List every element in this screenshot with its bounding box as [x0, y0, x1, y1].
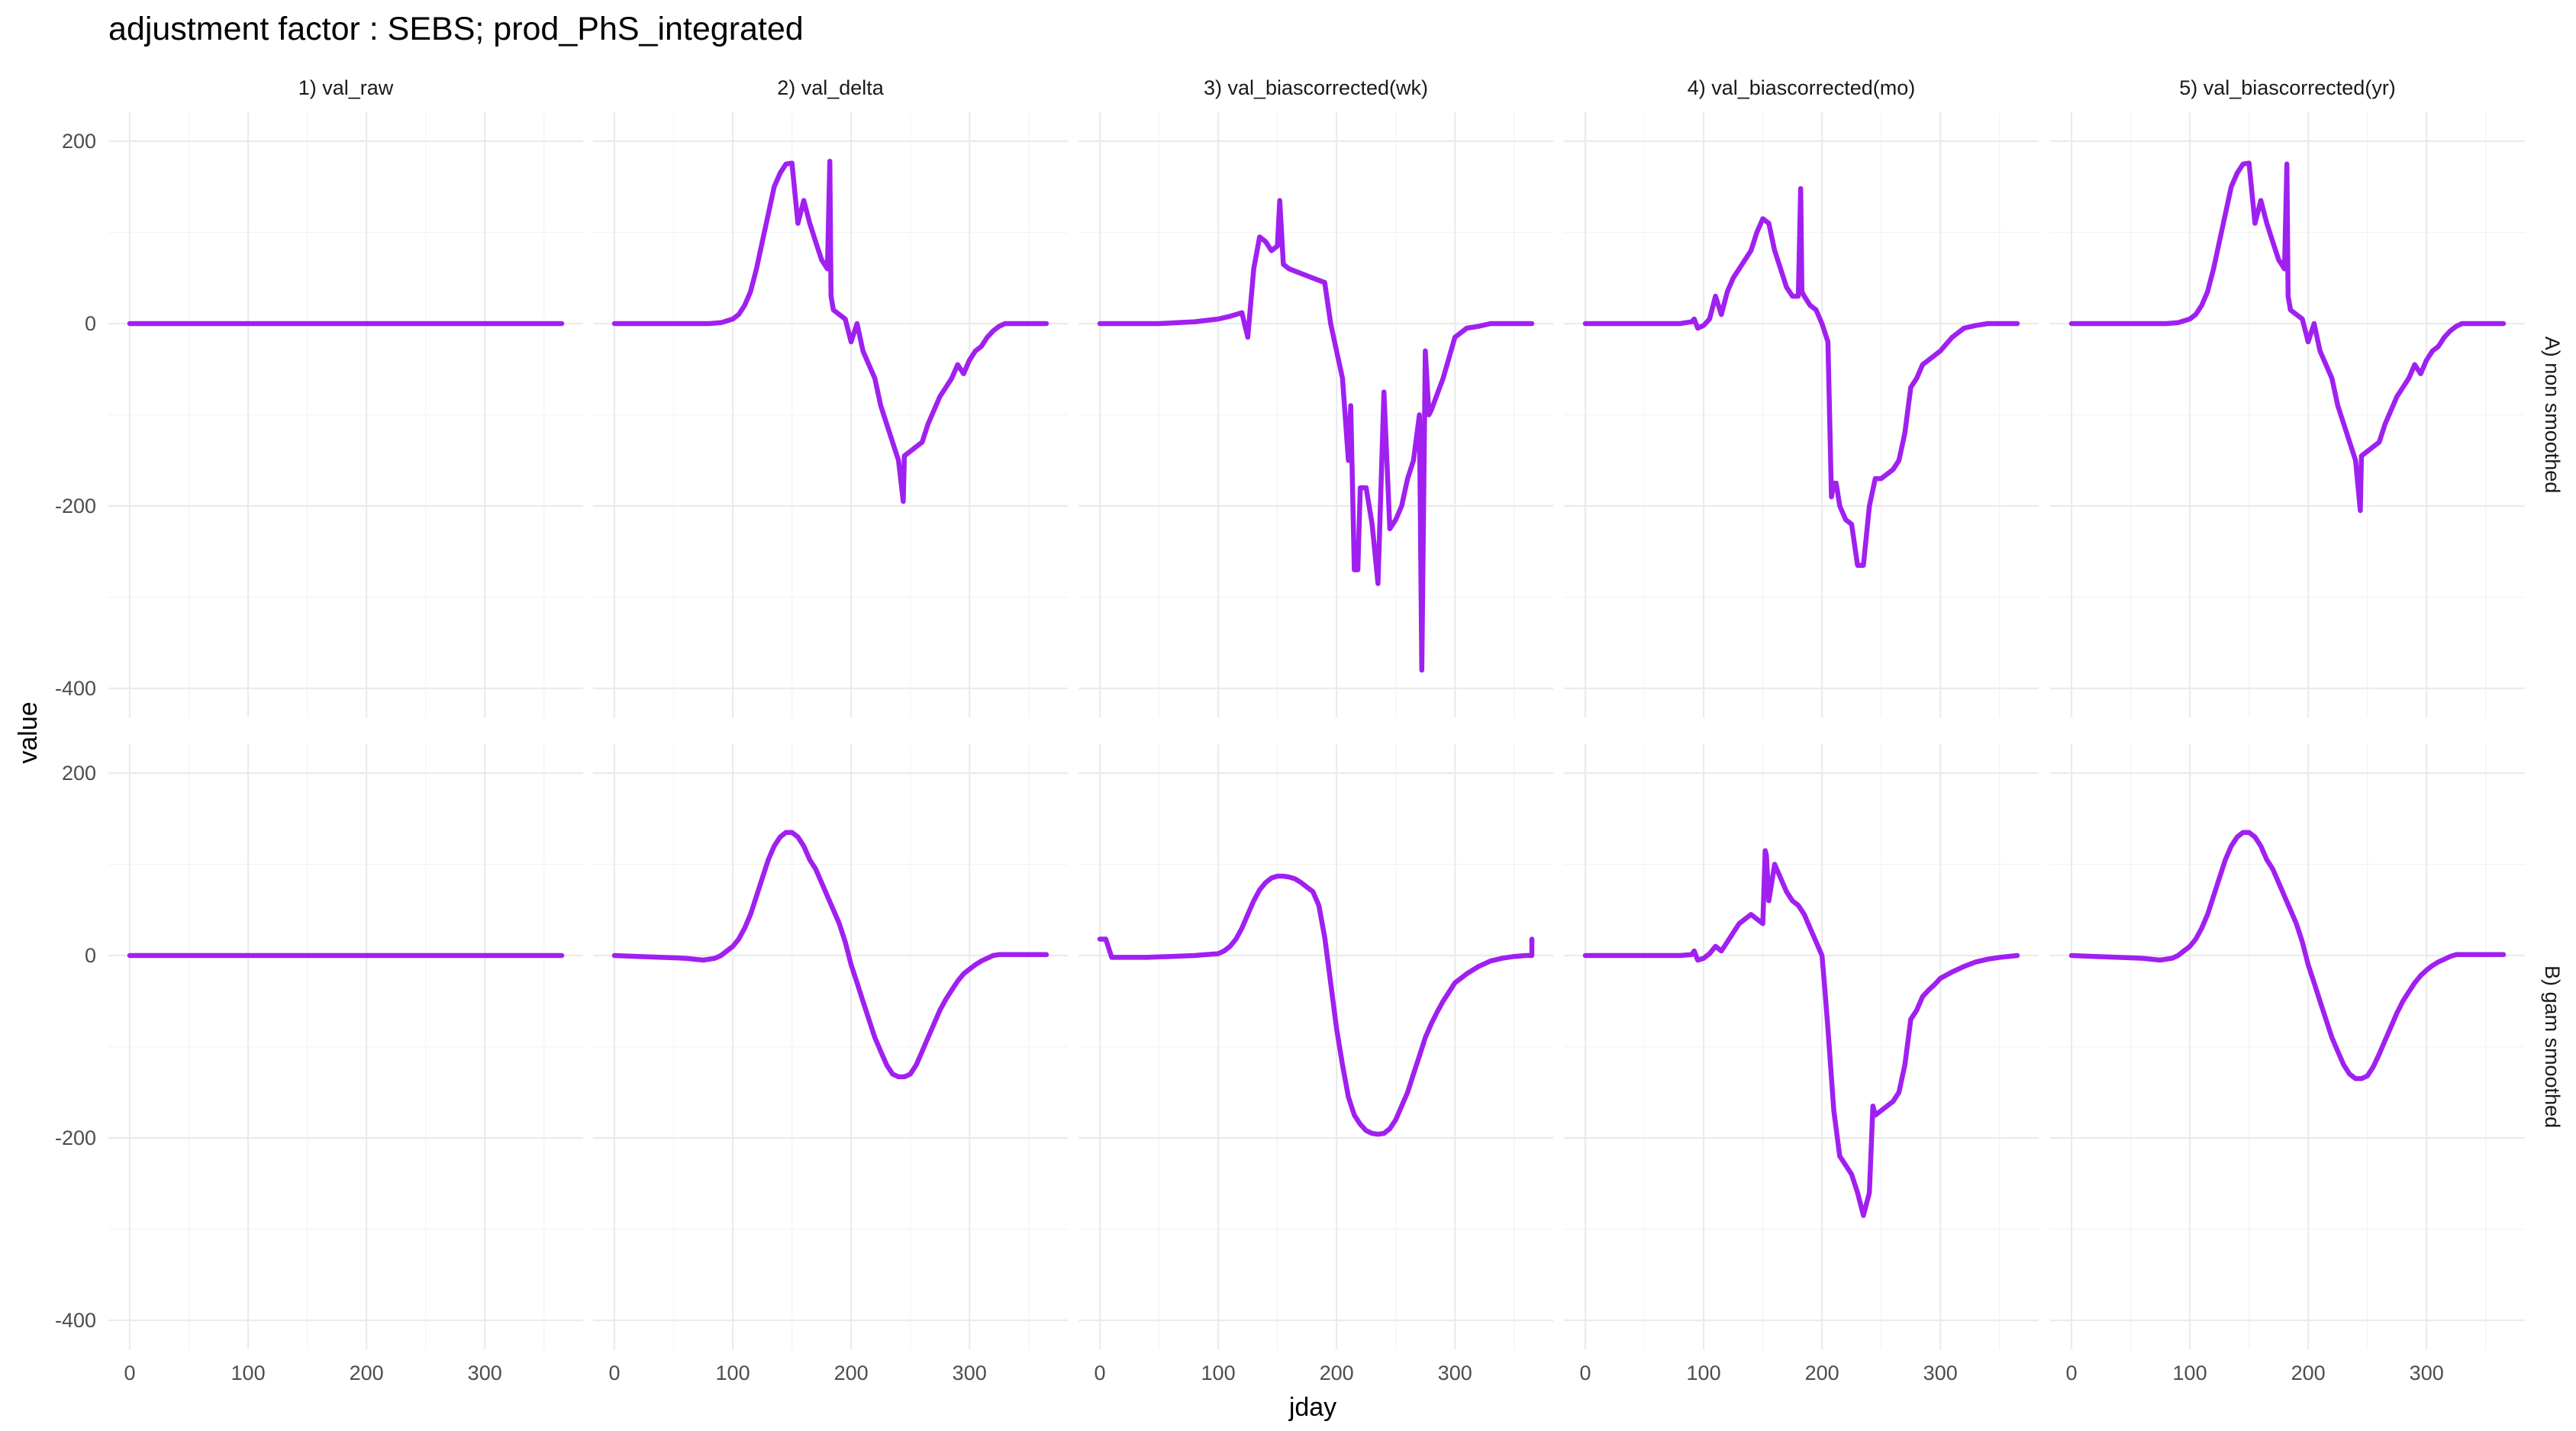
- y-tick-labels: -400 -200 0 200 -400 -200 0 200: [55, 130, 96, 1332]
- panel-grid: [108, 112, 583, 717]
- y-axis-title: value: [14, 701, 43, 763]
- series-line: [1582, 185, 2020, 568]
- panel-grid: [1078, 744, 1553, 1349]
- x-axis-title: jday: [1288, 1393, 1336, 1422]
- x-tick-label: 0: [124, 1362, 135, 1384]
- y-tick-label: -200: [55, 1126, 96, 1149]
- facet-column-label: 1) val_raw: [298, 76, 394, 99]
- y-tick-label: -200: [55, 495, 96, 517]
- x-tick-label: 100: [1687, 1362, 1721, 1384]
- facet-strips: 1) val_raw 2) val_delta 3) val_biascorrect…: [298, 76, 2564, 1128]
- x-tick-label: 0: [608, 1362, 620, 1384]
- x-tick-label: 0: [1579, 1362, 1591, 1384]
- y-tick-label: -400: [55, 1309, 96, 1332]
- panel-grid: [2050, 112, 2525, 717]
- x-tick-label: 200: [350, 1362, 384, 1384]
- series-line: [2068, 830, 2507, 1081]
- x-tick-label: 200: [2291, 1362, 2326, 1384]
- facet-column-label: 2) val_delta: [777, 76, 885, 99]
- y-tick-label: 200: [62, 762, 96, 785]
- x-tick-label: 100: [716, 1362, 750, 1384]
- y-tick-label: -400: [55, 677, 96, 700]
- x-tick-label: 0: [2065, 1362, 2077, 1384]
- facet-column-label: 3) val_biascorrected(wk): [1204, 76, 1428, 99]
- x-tick-label: 0: [1094, 1362, 1105, 1384]
- y-tick-label: 200: [62, 130, 96, 153]
- panel-grid: [1564, 112, 2039, 717]
- facet-row-label: A) non smoothed: [2541, 337, 2564, 494]
- chart-title: adjustment factor : SEBS; prod_PhS_integ…: [108, 11, 804, 47]
- facet-row-label: B) gam smoothed: [2541, 965, 2564, 1128]
- facet-panels: [108, 112, 2525, 1349]
- panel-grid: [2050, 744, 2525, 1349]
- series-line: [2068, 160, 2507, 514]
- x-tick-label: 200: [1805, 1362, 1839, 1384]
- y-tick-label: 0: [85, 312, 96, 335]
- x-tick-labels: 0 100 200 300 0 100 200 300 0 100 200 300 0 100 200 300…: [124, 1362, 2443, 1384]
- panel-grid: [593, 112, 1068, 717]
- series-line: [1097, 198, 1535, 673]
- panel-grid: [108, 744, 583, 1349]
- x-tick-label: 300: [468, 1362, 502, 1384]
- panel-grid: [1078, 112, 1553, 717]
- x-tick-label: 300: [1923, 1362, 1958, 1384]
- panel-grid: [1564, 744, 2039, 1349]
- series-line: [1582, 848, 2020, 1218]
- y-tick-label: 0: [85, 944, 96, 967]
- facet-column-label: 4) val_biascorrected(mo): [1688, 76, 1916, 99]
- series-line: [611, 159, 1049, 504]
- series-line: [1097, 873, 1535, 1137]
- x-tick-label: 300: [953, 1362, 987, 1384]
- series-line: [611, 830, 1049, 1080]
- x-tick-label: 300: [2410, 1362, 2444, 1384]
- x-tick-label: 100: [231, 1362, 266, 1384]
- panel-grid: [593, 744, 1068, 1349]
- x-tick-label: 100: [2173, 1362, 2207, 1384]
- x-tick-label: 200: [1320, 1362, 1354, 1384]
- x-tick-label: 200: [834, 1362, 869, 1384]
- x-tick-label: 300: [1438, 1362, 1472, 1384]
- x-tick-label: 100: [1201, 1362, 1236, 1384]
- facet-column-label: 5) val_biascorrected(yr): [2179, 76, 2396, 99]
